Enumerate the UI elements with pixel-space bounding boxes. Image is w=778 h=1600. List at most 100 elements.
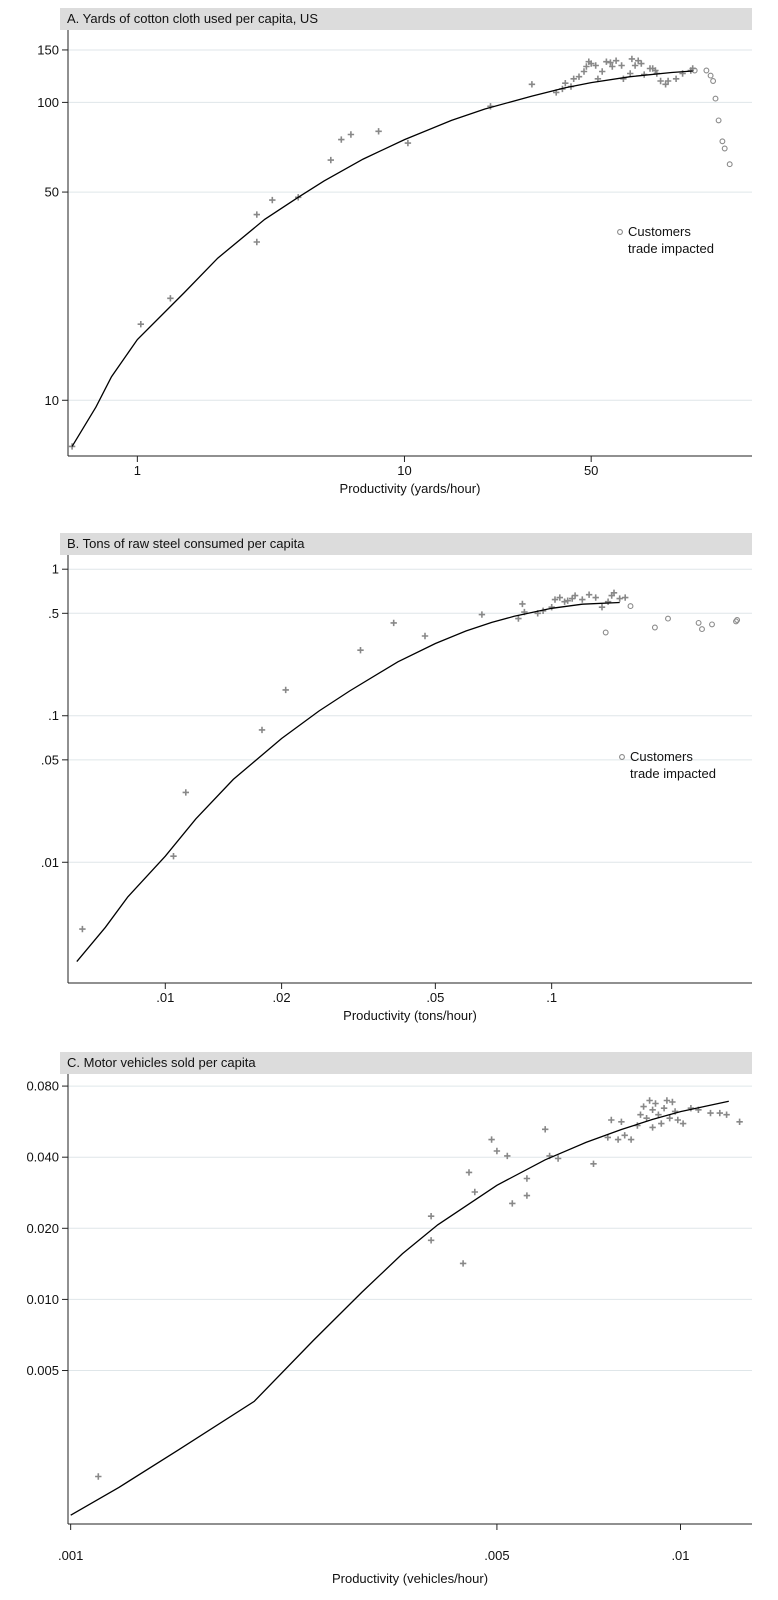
data-point bbox=[404, 139, 412, 147]
data-point-trade-impacted bbox=[651, 624, 658, 631]
legend-marker bbox=[617, 229, 623, 235]
data-point bbox=[68, 443, 76, 450]
data-point bbox=[478, 611, 486, 618]
data-point bbox=[657, 77, 664, 85]
data-point bbox=[660, 1105, 668, 1112]
data-point bbox=[679, 1120, 687, 1127]
data-point bbox=[459, 1260, 467, 1267]
data-point-trade-impacted bbox=[707, 72, 714, 79]
data-point bbox=[664, 77, 672, 85]
data-point bbox=[523, 1192, 531, 1199]
data-point bbox=[282, 686, 289, 694]
x-tick-label: .01 bbox=[671, 1548, 689, 1563]
data-point bbox=[603, 58, 610, 65]
data-point bbox=[638, 60, 645, 67]
data-point bbox=[554, 1155, 562, 1162]
data-point bbox=[649, 1106, 656, 1113]
data-point bbox=[327, 156, 334, 164]
data-point bbox=[421, 632, 429, 640]
data-point bbox=[575, 73, 583, 80]
data-point bbox=[707, 1109, 714, 1117]
y-tick-label: 0.020 bbox=[26, 1221, 59, 1236]
x-tick-label: .005 bbox=[484, 1548, 509, 1563]
data-point bbox=[523, 1175, 531, 1182]
data-point bbox=[592, 594, 599, 601]
data-point bbox=[253, 211, 260, 218]
y-tick-label: 0.005 bbox=[26, 1363, 59, 1378]
data-point bbox=[609, 63, 616, 70]
x-tick-label: .01 bbox=[156, 990, 174, 1005]
data-point bbox=[662, 81, 669, 88]
data-point-trade-impacted bbox=[695, 619, 702, 626]
data-point bbox=[666, 1115, 673, 1122]
data-point bbox=[646, 1097, 653, 1104]
data-point bbox=[580, 68, 588, 75]
data-point bbox=[598, 604, 606, 611]
data-point bbox=[627, 1136, 635, 1143]
data-point bbox=[564, 597, 571, 604]
data-point bbox=[622, 594, 629, 601]
data-point bbox=[338, 136, 345, 143]
data-point-trade-impacted bbox=[712, 95, 719, 102]
data-point bbox=[608, 1116, 615, 1124]
data-point bbox=[427, 1213, 435, 1220]
data-point bbox=[258, 726, 266, 734]
data-point bbox=[604, 1134, 611, 1141]
legend-label: Customers bbox=[628, 224, 691, 239]
data-point bbox=[643, 1115, 650, 1122]
data-point-trade-impacted bbox=[699, 626, 705, 633]
data-point bbox=[627, 70, 634, 77]
data-point bbox=[515, 615, 522, 622]
data-point bbox=[592, 62, 599, 69]
y-tick-label: 150 bbox=[37, 42, 59, 57]
data-point-trade-impacted bbox=[715, 117, 722, 124]
data-point bbox=[579, 596, 586, 603]
y-tick-label: .1 bbox=[48, 708, 59, 723]
chart-title: C. Motor vehicles sold per capita bbox=[67, 1055, 256, 1070]
data-point bbox=[669, 1098, 676, 1106]
y-tick-label: .01 bbox=[41, 855, 59, 870]
data-point bbox=[357, 647, 364, 654]
x-tick-label: 1 bbox=[134, 463, 141, 478]
data-point bbox=[663, 1097, 671, 1104]
data-point bbox=[488, 1136, 495, 1143]
data-point-trade-impacted bbox=[665, 615, 671, 622]
x-tick-label: .05 bbox=[426, 990, 444, 1005]
data-point bbox=[585, 591, 593, 598]
title-bar bbox=[60, 1052, 752, 1074]
y-tick-label: 1 bbox=[52, 562, 59, 577]
data-point-trade-impacted bbox=[734, 617, 741, 623]
data-point bbox=[631, 62, 639, 69]
x-tick-label: .02 bbox=[273, 990, 291, 1005]
data-point bbox=[590, 1160, 597, 1167]
data-point-trade-impacted bbox=[627, 603, 634, 610]
data-point bbox=[649, 1124, 656, 1131]
data-point bbox=[658, 1120, 665, 1127]
y-tick-label: .05 bbox=[41, 752, 59, 767]
data-point bbox=[621, 1132, 628, 1139]
data-point bbox=[687, 1105, 695, 1112]
data-point bbox=[375, 128, 382, 135]
data-point bbox=[616, 595, 623, 602]
data-point bbox=[583, 63, 590, 70]
data-point bbox=[137, 321, 144, 328]
data-point bbox=[652, 1100, 659, 1107]
data-point bbox=[674, 1116, 681, 1124]
data-point bbox=[167, 295, 174, 302]
x-tick-label: 50 bbox=[584, 463, 598, 478]
data-point-trade-impacted bbox=[721, 145, 728, 152]
legend-label: Customers bbox=[630, 749, 693, 764]
panel-a: A. Yards of cotton cloth used per capita… bbox=[37, 8, 752, 496]
data-point bbox=[471, 1188, 478, 1196]
data-point bbox=[347, 131, 355, 138]
x-axis-title: Productivity (vehicles/hour) bbox=[332, 1571, 488, 1586]
y-tick-label: 50 bbox=[45, 185, 59, 200]
legend-label: trade impacted bbox=[630, 766, 716, 781]
fit-curve bbox=[71, 70, 693, 447]
data-point bbox=[607, 59, 614, 66]
data-point bbox=[620, 75, 627, 82]
data-point bbox=[570, 75, 577, 82]
x-axis-title: Productivity (yards/hour) bbox=[340, 481, 481, 496]
title-bar bbox=[60, 8, 752, 30]
